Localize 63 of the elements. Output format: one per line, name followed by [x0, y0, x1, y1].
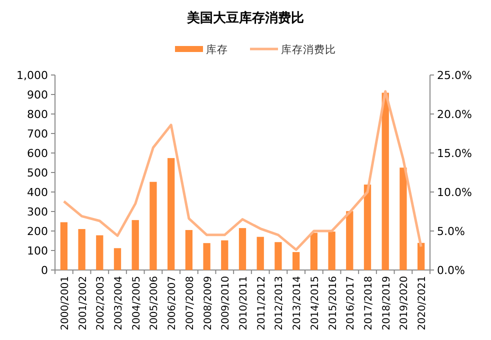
x-tick-label: 2014/2015	[310, 276, 321, 330]
bar	[382, 92, 389, 270]
y-tick-label: 700	[27, 128, 48, 140]
x-tick-label: 2000/2001	[60, 276, 71, 330]
bar	[274, 242, 282, 270]
y-tick-label: 600	[27, 147, 48, 160]
x-tick-label: 2020/2021	[417, 276, 428, 330]
y-tick-label: 200	[27, 225, 48, 238]
legend-label: 库存消费比	[281, 43, 336, 56]
x-tick-label: 2010/2011	[238, 276, 250, 330]
x-tick-label: 2004/2005	[131, 276, 142, 330]
y-tick-label: 0	[41, 264, 48, 277]
y2-tick-label: 25.0%	[437, 69, 472, 82]
chart-title: 美国大豆库存消费比	[186, 10, 304, 26]
bar	[132, 220, 139, 270]
bar	[310, 232, 318, 270]
bar	[238, 228, 246, 270]
x-tick-label: 2011/2012	[256, 276, 268, 330]
x-tick-label: 2017/2018	[364, 276, 374, 330]
bar	[292, 252, 300, 270]
y-tick-label: 500	[27, 166, 48, 180]
legend-label: 库存	[206, 43, 228, 56]
bar	[168, 158, 175, 270]
y-tick-label: 800	[27, 108, 48, 121]
bar	[60, 222, 68, 270]
y2-tick-label: 0.0%	[437, 264, 465, 277]
bar	[364, 184, 372, 270]
x-tick-label: 2016/2017	[346, 276, 357, 330]
y2-tick-label: 15.0%	[437, 147, 472, 160]
x-tick-label: 2003/2004	[114, 276, 124, 330]
bar	[256, 236, 264, 270]
x-tick-label: 2001/2002	[78, 276, 89, 330]
x-tick-label: 2002/2003	[96, 276, 107, 330]
bar	[150, 182, 157, 270]
bar	[400, 168, 407, 270]
x-tick-label: 2019/2020	[399, 276, 410, 330]
y-tick-label: 300	[27, 206, 48, 218]
bar	[185, 230, 192, 270]
line-series	[62, 90, 422, 251]
y2-tick-label: 10.0%	[437, 186, 472, 199]
x-tick-label: 2018/2019	[381, 276, 392, 330]
x-tick-label: 2006/2007	[167, 276, 178, 330]
x-tick-label: 2008/2009	[202, 276, 214, 330]
y-tick-label: 100	[27, 244, 48, 258]
x-tick-label: 2012/2013	[274, 276, 286, 330]
x-tick-label: 2007/2008	[184, 276, 196, 330]
y2-tick-label: 20.0%	[437, 108, 472, 121]
bar	[96, 235, 104, 270]
bar	[114, 248, 122, 270]
y2-tick-label: 5.0%	[437, 225, 465, 238]
x-tick-label: 2009/2010	[220, 276, 232, 330]
x-tick-label: 2015/2016	[328, 276, 339, 330]
bar	[346, 211, 354, 270]
bar	[328, 232, 336, 270]
x-tick-label: 2005/2006	[149, 276, 160, 330]
y-tick-label: 1,000	[16, 69, 48, 82]
y-tick-label: 900	[27, 88, 48, 102]
bar	[418, 242, 425, 270]
y-tick-label: 400	[27, 186, 48, 199]
bar	[78, 229, 86, 270]
bar	[221, 240, 228, 270]
x-tick-label: 2013/2014	[292, 276, 304, 330]
bar	[203, 243, 210, 270]
